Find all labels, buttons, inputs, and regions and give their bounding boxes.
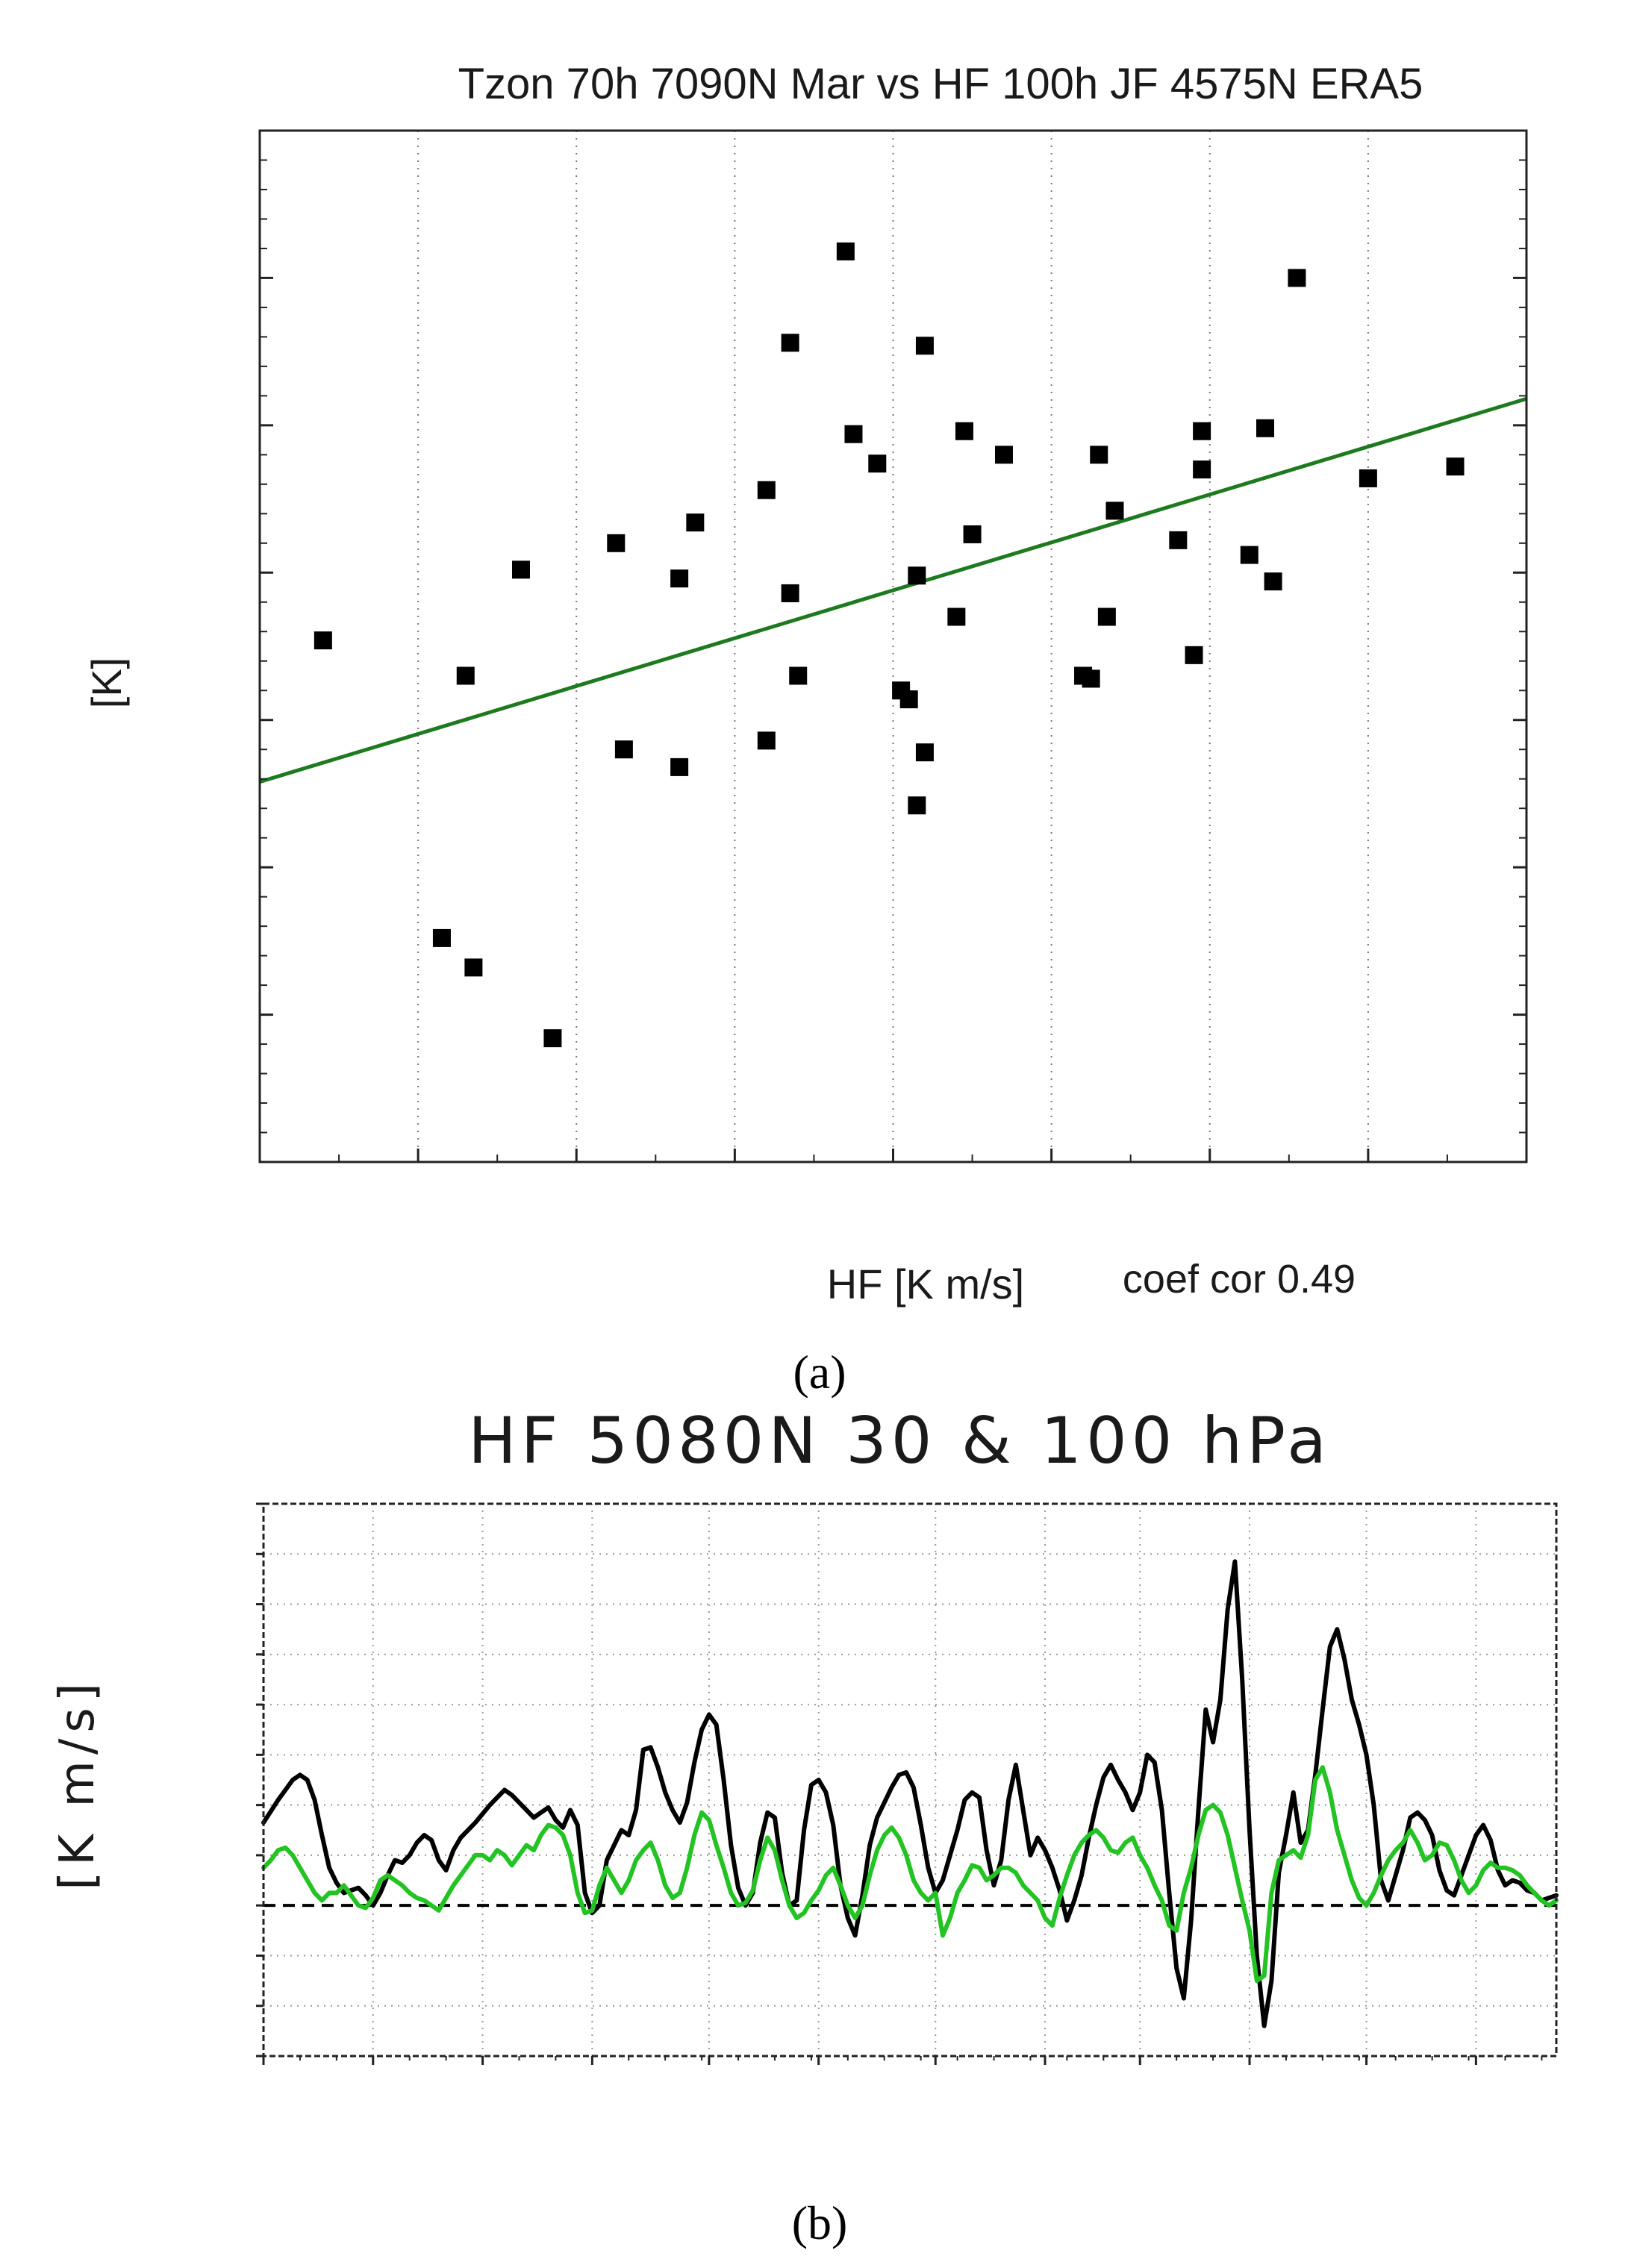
data-point-2000 (456, 666, 475, 685)
data-point (963, 525, 982, 543)
data-point-2008 (1256, 419, 1274, 437)
data-point (1074, 666, 1093, 685)
data-point-2016 (1288, 269, 1306, 287)
data-point (955, 422, 973, 440)
series-line-30-hpa (261, 1559, 1559, 2028)
panel-a-grid (417, 131, 1369, 1162)
panel-a-xlabel: HF [K m/s] (827, 1260, 1024, 1308)
panel-b-line-chart: HF 5080N 30 & 100 hPa [K m/s] (b) (50, 1404, 1559, 2249)
panel-a-points (314, 242, 1465, 1048)
correlation-annotation: coef cor 0.49 (1123, 1257, 1356, 1302)
data-point (844, 425, 863, 443)
panel-b-ticks (256, 1502, 1543, 2065)
data-point-1993 (670, 569, 689, 588)
data-point-1999 (781, 334, 799, 352)
data-point-2010 (1446, 457, 1465, 476)
panel-a-ticks (258, 129, 1528, 1163)
data-point-1990 (908, 796, 926, 815)
series-line-100-hpa (261, 1765, 1559, 1984)
data-point-2012 (1169, 531, 1188, 549)
data-point-1988 (607, 534, 626, 552)
data-point-2011 (432, 928, 451, 947)
data-point-2014 (1264, 572, 1282, 591)
data-point-2020 (464, 958, 483, 977)
data-point-1987 (1359, 469, 1377, 487)
data-point-1980 (1193, 422, 1211, 440)
panel-label-a: (a) (793, 1346, 846, 1399)
data-point-2019 (757, 731, 776, 750)
data-point (947, 607, 966, 626)
regression-line (259, 396, 1527, 784)
panel-b-plot-frame (262, 1502, 1558, 2058)
data-point-1992 (1097, 607, 1116, 626)
data-point (1105, 502, 1124, 520)
data-point (994, 446, 1013, 464)
panel-label-b: (b) (792, 2196, 848, 2249)
data-point (868, 454, 887, 473)
panel-b-grid (263, 1504, 1556, 2056)
data-point-2001 (1193, 460, 1211, 479)
data-point-1989 (836, 242, 855, 260)
data-point-1991 (512, 560, 531, 579)
data-point (1090, 446, 1108, 464)
data-point-1995 (915, 743, 934, 762)
data-point-2002 (781, 584, 799, 602)
data-point (757, 481, 776, 499)
data-point-2022 (314, 631, 332, 650)
data-point (899, 690, 918, 709)
panel-b-title: HF 5080N 30 & 100 hPa (468, 1404, 1331, 1478)
panel-a-ylabel: [K] (83, 657, 130, 708)
data-point-2004 (1185, 646, 1203, 664)
data-point-1994 (614, 740, 633, 759)
panel-b-series (261, 1559, 1559, 2028)
data-point-2015 (670, 757, 689, 776)
data-point-1986 (686, 513, 705, 532)
data-point-2007 (789, 666, 808, 685)
data-point (1240, 546, 1258, 564)
data-point-1984 (915, 337, 934, 355)
panel-a-title: Tzon 70h 7090N Mar vs HF 100h JF 4575N E… (458, 60, 1423, 108)
panel-a-scatter: Tzon 70h 7090N Mar vs HF 100h JF 4575N E… (83, 60, 1528, 1399)
data-point (908, 566, 926, 585)
panel-b-ylabel: [K m/s] (50, 1677, 105, 1890)
data-point-1997 (543, 1029, 562, 1048)
